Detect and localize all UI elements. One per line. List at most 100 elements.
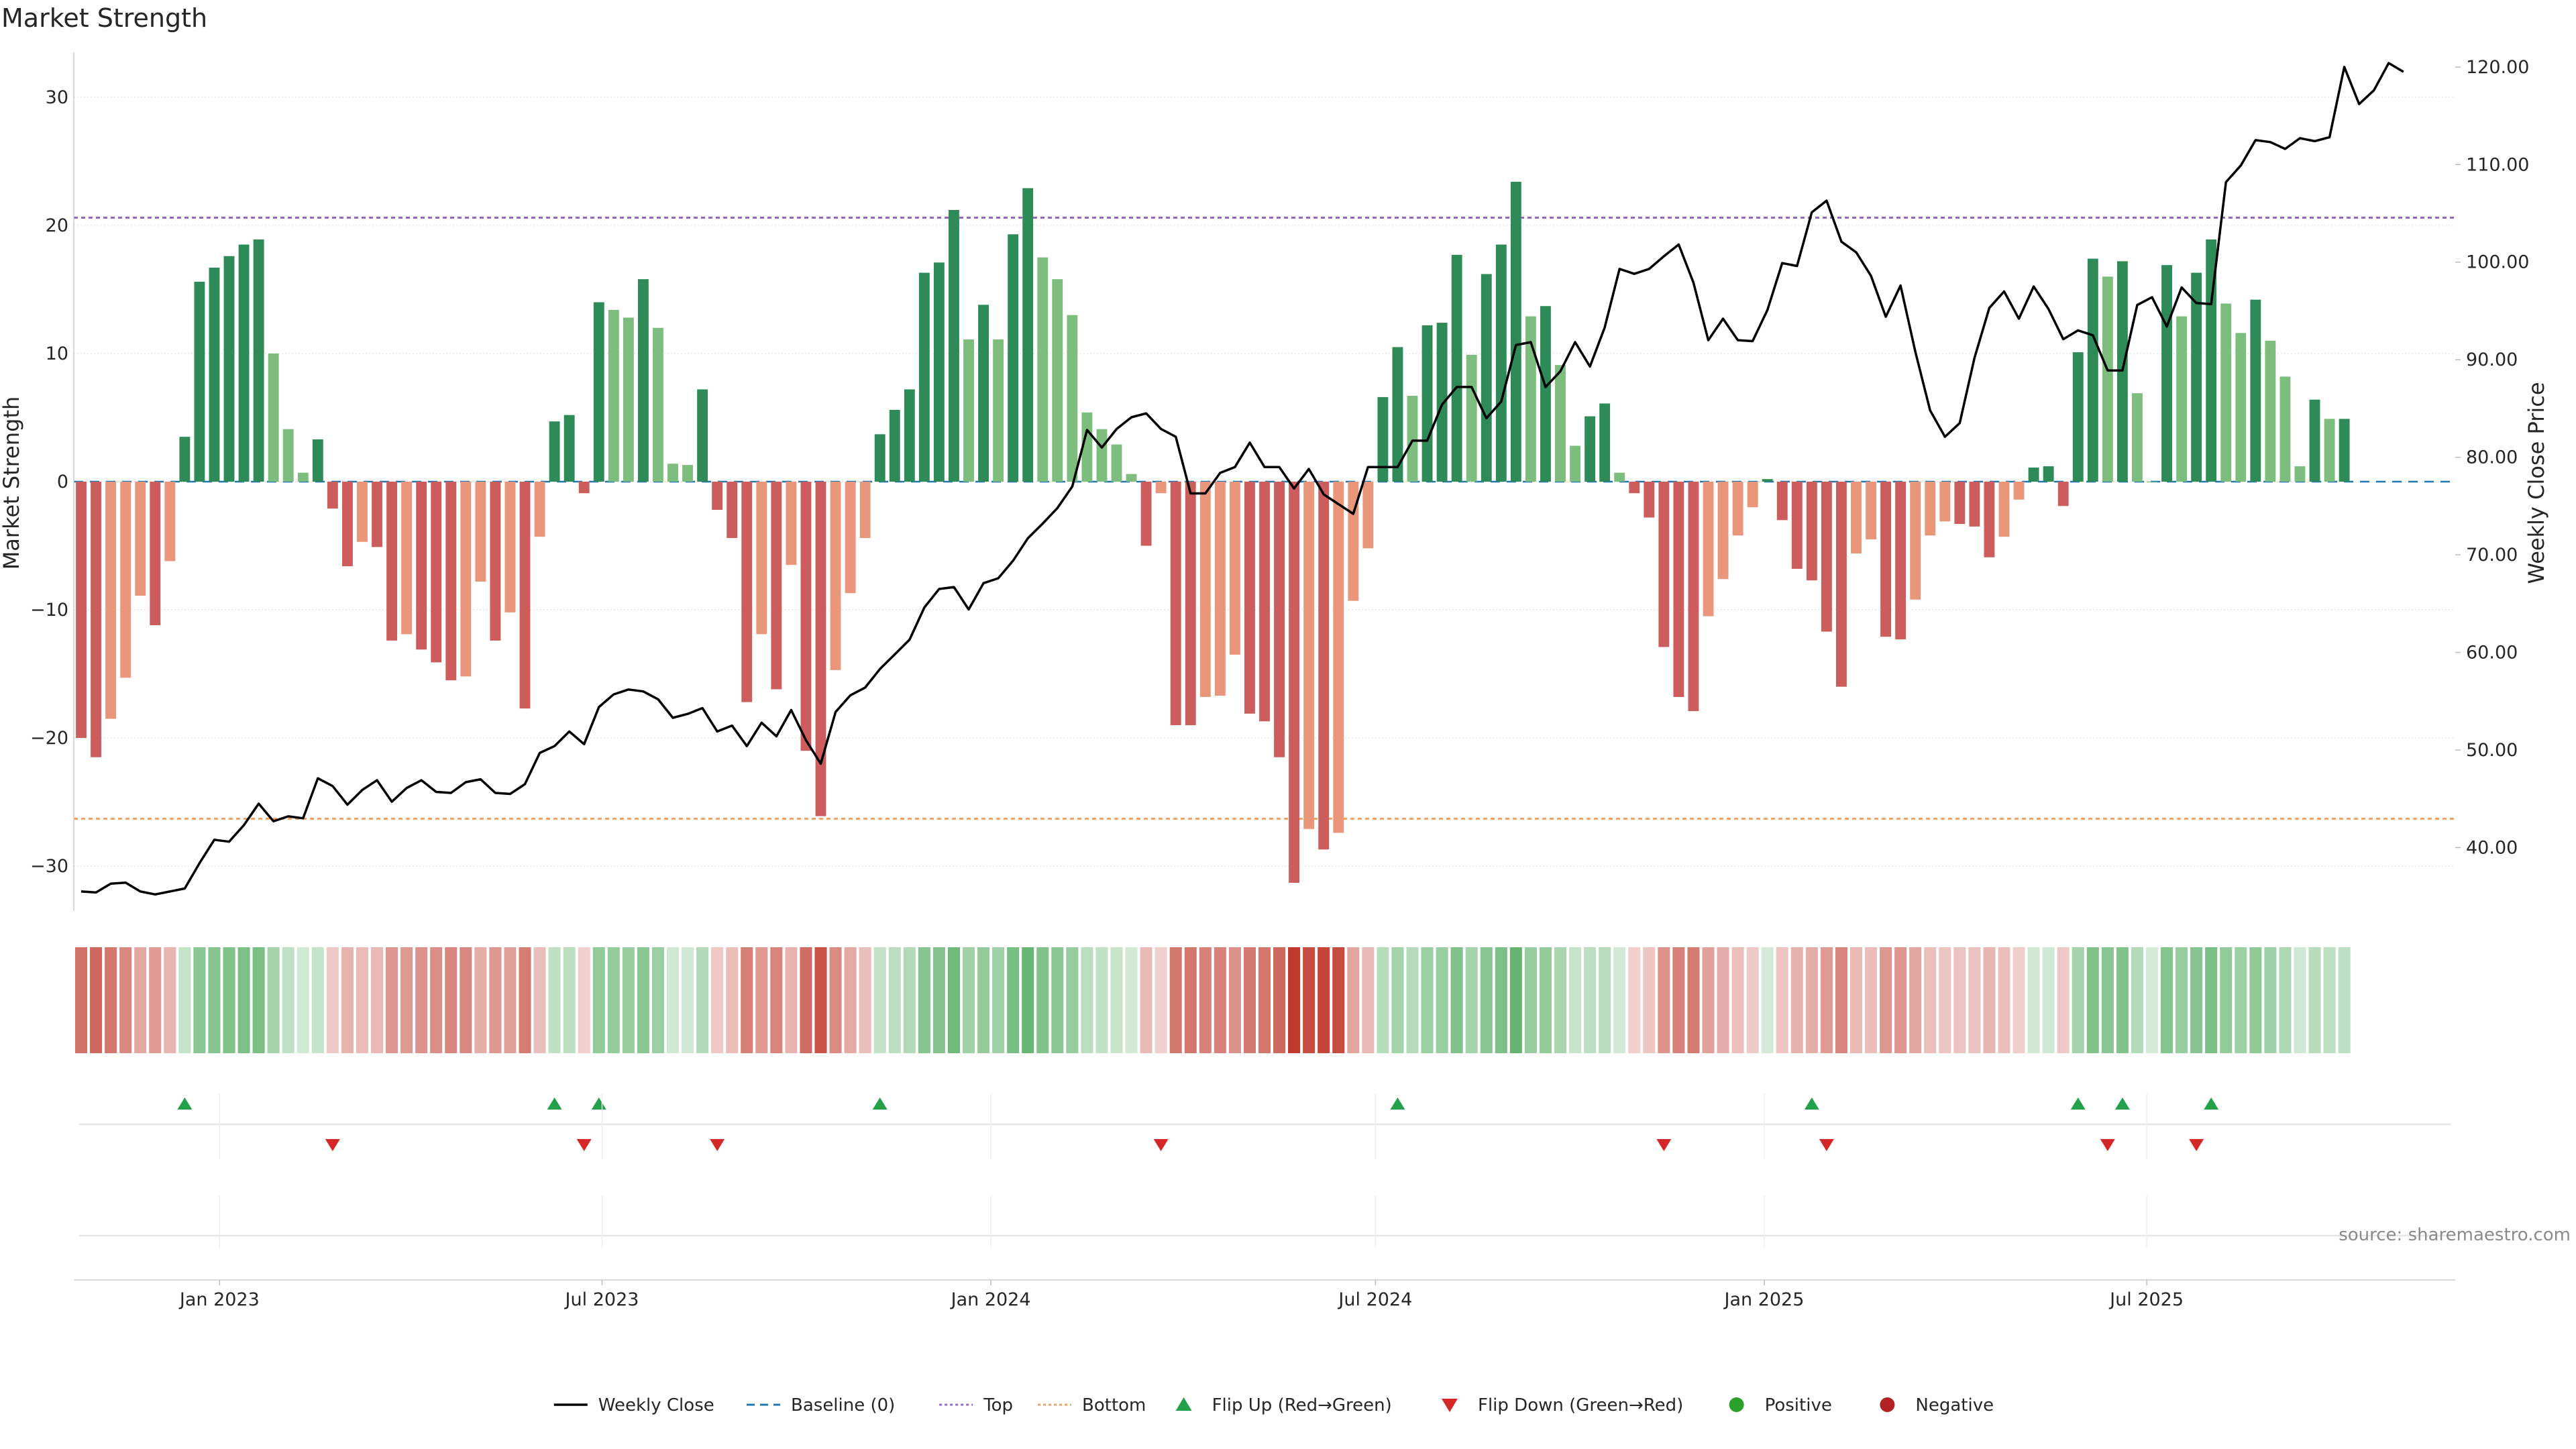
y-tick-label: −30 <box>30 856 68 877</box>
strength-bar <box>268 353 279 482</box>
strength-bar <box>1540 306 1551 482</box>
heatmap-cell <box>1465 947 1478 1053</box>
strength-bar <box>1998 482 2010 537</box>
strength-bar <box>1214 482 1226 696</box>
legend-label: Baseline (0) <box>791 1395 895 1415</box>
legend-label: Positive <box>1765 1395 1832 1415</box>
heatmap-cell <box>2086 947 2099 1053</box>
heatmap-cell <box>888 947 901 1053</box>
heatmap-cell <box>2176 947 2188 1053</box>
heatmap-cell <box>977 947 990 1053</box>
strength-bar <box>800 482 812 751</box>
legend-label: Top <box>983 1395 1013 1415</box>
strength-bar <box>653 327 663 482</box>
legend-entry: Flip Down (Green→Red) <box>1442 1395 1683 1415</box>
strength-bar <box>1525 316 1536 482</box>
heatmap-cell <box>696 947 709 1053</box>
strength-bar <box>949 209 959 482</box>
strength-bar <box>1762 479 1773 482</box>
strength-bar <box>1851 482 1862 553</box>
heatmap-cell <box>682 947 694 1053</box>
y-tick-label: 30 <box>46 87 68 108</box>
heatmap-cell <box>1377 947 1389 1053</box>
strength-bar <box>1555 365 1566 482</box>
heatmap-cell <box>666 947 680 1053</box>
strength-bar <box>1510 181 1521 482</box>
strength-bar <box>1806 482 1817 581</box>
strength-bar <box>1836 482 1847 687</box>
strength-bar <box>786 482 797 566</box>
strength-bar <box>637 279 649 482</box>
heatmap-cell <box>1924 947 1937 1053</box>
strength-bar <box>2250 299 2261 482</box>
strength-bar <box>771 482 782 690</box>
strength-bar <box>282 429 294 482</box>
strength-bar <box>1481 274 1492 482</box>
heatmap-cell <box>1880 947 1892 1053</box>
heatmap-cell <box>1258 947 1271 1053</box>
strength-bar <box>150 482 161 625</box>
heatmap-cell <box>1790 947 1803 1053</box>
heatmap-cell <box>1051 947 1064 1053</box>
heatmap-cell <box>1303 947 1316 1053</box>
strength-bar <box>490 482 501 641</box>
strength-bar <box>1644 482 1655 518</box>
heatmap-cell <box>873 947 886 1053</box>
heatmap-cell <box>341 947 354 1053</box>
strength-bar <box>194 281 205 482</box>
strength-bar <box>297 472 309 482</box>
heatmap-cell <box>962 947 975 1053</box>
strength-bar <box>1866 482 1876 539</box>
heatmap-cell <box>2264 947 2277 1053</box>
heatmap-cell <box>1864 947 1878 1053</box>
strength-bar <box>1880 482 1892 637</box>
strength-bar <box>1466 354 1477 482</box>
strength-bar <box>253 239 264 482</box>
strength-bar <box>2087 258 2098 482</box>
heatmap-cell <box>1628 947 1641 1053</box>
heatmap-cell <box>2205 947 2218 1053</box>
heatmap-cell <box>563 947 576 1053</box>
strength-bar <box>1244 482 1255 714</box>
strength-bars <box>76 181 2350 883</box>
heatmap-cell <box>1835 947 1847 1053</box>
heatmap-cell <box>2145 947 2159 1053</box>
flip-up-marker <box>872 1097 888 1110</box>
strength-bar <box>1703 482 1714 616</box>
strength-bar <box>2324 419 2335 482</box>
heatmap-cell <box>1805 947 1818 1053</box>
strength-bar <box>445 482 457 681</box>
heatmap-cell <box>282 947 294 1053</box>
flip-down-marker <box>2100 1139 2115 1151</box>
heatmap-cell <box>859 947 871 1053</box>
heatmap-cell <box>1658 947 1670 1053</box>
legend-label: Weekly Close <box>598 1395 714 1415</box>
heatmap-cell <box>2338 947 2351 1053</box>
x-tick-label: Jan 2023 <box>178 1289 260 1310</box>
heatmap-cell <box>2057 947 2070 1053</box>
legend-entry: Negative <box>1880 1395 1994 1415</box>
heatmap-cell <box>164 947 176 1053</box>
strength-bar <box>327 482 338 509</box>
heatmap-cell <box>2116 947 2129 1053</box>
strength-bar <box>1362 482 1374 549</box>
strength-bar <box>1318 482 1330 850</box>
heatmap-cell <box>533 947 546 1053</box>
strength-bar <box>341 482 353 567</box>
heatmap-cell <box>326 947 339 1053</box>
y-tick-label: 20 <box>46 215 68 236</box>
heatmap-cell <box>2308 947 2321 1053</box>
heatmap-cell <box>2190 947 2203 1053</box>
heatmap-cell <box>1214 947 1226 1053</box>
strength-bar <box>401 482 413 635</box>
strength-bar <box>1140 482 1152 546</box>
heatmap-cell <box>1599 947 1611 1053</box>
strength-bar <box>179 437 191 482</box>
y2-tick-label: 40.00 <box>2466 837 2518 858</box>
y-tick-label: 10 <box>46 343 68 364</box>
strength-bar <box>593 302 604 482</box>
strength-bar <box>76 482 87 739</box>
heatmap-cell <box>1983 947 1996 1053</box>
heatmap-cell <box>1243 947 1256 1053</box>
legend-entry: Flip Up (Red→Green) <box>1175 1395 1392 1415</box>
